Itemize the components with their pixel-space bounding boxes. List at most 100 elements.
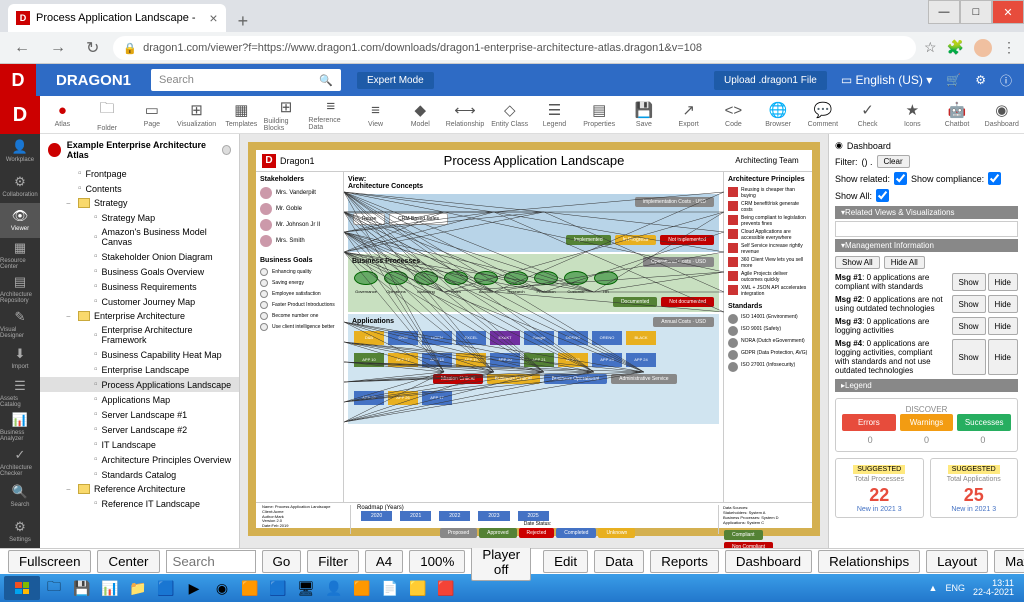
hide-button[interactable]: Hide xyxy=(988,339,1018,375)
tree-item[interactable]: ▫Customer Journey Map xyxy=(40,294,239,309)
tree-item[interactable]: ▫Standards Catalog xyxy=(40,467,239,482)
process[interactable]: Account xyxy=(472,269,500,294)
tree-item[interactable]: −Strategy xyxy=(40,196,239,210)
go-button[interactable]: Go xyxy=(262,550,302,573)
toolbar-chatbot[interactable]: 🤖Chatbot xyxy=(935,96,980,133)
close-button[interactable]: ✕ xyxy=(992,0,1024,24)
suggested-processes[interactable]: SUGGESTED Total Processes 22 New in 2021… xyxy=(835,458,924,518)
application[interactable]: APP 20 xyxy=(490,353,520,367)
show-button[interactable]: Show xyxy=(952,295,986,313)
toolbar-properties[interactable]: ▤Properties xyxy=(577,96,622,133)
application[interactable]: CRM xyxy=(388,331,418,345)
tree-item[interactable]: ▫Server Landscape #2 xyxy=(40,422,239,437)
toolbar-relationship[interactable]: ⟷Relationship xyxy=(443,96,488,133)
tree-item[interactable]: ▫Server Landscape #1 xyxy=(40,407,239,422)
reports-button[interactable]: Reports xyxy=(650,550,719,573)
tree-item[interactable]: ▫Enterprise Architecture Framework xyxy=(40,323,239,347)
toolbar-code[interactable]: <>Code xyxy=(711,96,756,133)
menu-icon[interactable]: ⋮ xyxy=(1002,39,1016,57)
show-all-button[interactable]: Show All xyxy=(835,256,880,269)
legend-header[interactable]: ▸ Legend xyxy=(835,379,1018,392)
nav-visual-designer[interactable]: ✎Visual Designer xyxy=(0,307,40,342)
toolbar-check[interactable]: ✓Check xyxy=(845,96,890,133)
goal[interactable]: Enhancing quality xyxy=(260,268,339,276)
goal[interactable]: Employee satisfaction xyxy=(260,290,339,298)
principle[interactable]: Cloud Applications are accessible everyw… xyxy=(728,229,808,241)
process[interactable]: HR xyxy=(592,269,620,294)
tree-item[interactable]: ▫Architecture Principles Overview xyxy=(40,452,239,467)
process[interactable]: Production xyxy=(532,269,560,294)
goal[interactable]: Become number one xyxy=(260,312,339,320)
toolbar-browser[interactable]: 🌐Browser xyxy=(756,96,801,133)
toolbar-export[interactable]: ↗Export xyxy=(666,96,711,133)
application[interactable]: D&B xyxy=(354,331,384,345)
nav-collaboration[interactable]: ⚙Collaboration xyxy=(0,169,40,204)
nav-business-analyzer[interactable]: 📊Business Analyzer xyxy=(0,410,40,445)
principle[interactable]: XML + JSON API accelerates integration xyxy=(728,285,808,297)
nav-settings[interactable]: ⚙Settings xyxy=(0,514,40,549)
application[interactable]: APP 10 xyxy=(354,353,384,367)
taskbar-app-icon[interactable]: 🟨 xyxy=(404,576,432,600)
nav-search[interactable]: 🔍Search xyxy=(0,479,40,514)
principle[interactable]: CRM benefit/risk generate costs xyxy=(728,201,808,213)
standard[interactable]: ISO 9001 (Safety) xyxy=(728,326,808,336)
tree-item[interactable]: ▫Applications Map xyxy=(40,392,239,407)
stakeholder[interactable]: Mr. Johnson Jr II xyxy=(260,219,339,231)
maximize-button[interactable]: □ xyxy=(960,0,992,24)
goal[interactable]: Faster Product Introductions xyxy=(260,301,339,309)
tree-item[interactable]: ▫Reference IT Landscape xyxy=(40,496,239,511)
clear-button[interactable]: Clear xyxy=(877,155,910,168)
nav-architecture-repository[interactable]: ▤Architecture Repository xyxy=(0,272,40,307)
standard[interactable]: ISO 27001 (Infosecurity) xyxy=(728,362,808,372)
application[interactable]: BLACK xyxy=(626,331,656,345)
toolbar-visualization[interactable]: ⊞Visualization xyxy=(174,96,219,133)
application[interactable]: APP 18 xyxy=(422,353,452,367)
principle[interactable]: Being compliant to legislation prevents … xyxy=(728,215,808,227)
nav-architecture-checker[interactable]: ✓Architecture Checker xyxy=(0,445,40,480)
tree-item[interactable]: ▫Amazon's Business Model Canvas xyxy=(40,225,239,249)
toolbar-model[interactable]: ◆Model xyxy=(398,96,443,133)
year[interactable]: 2022 xyxy=(439,511,470,521)
principle[interactable]: Reusing is cheaper than buying xyxy=(728,187,808,199)
taskbar-app-icon[interactable]: 💾 xyxy=(68,576,96,600)
toolbar-legend[interactable]: ☰Legend xyxy=(532,96,577,133)
process[interactable]: Governance xyxy=(352,269,380,294)
tree-item[interactable]: ▫Business Requirements xyxy=(40,279,239,294)
successes-button[interactable]: Successes xyxy=(957,414,1011,431)
application[interactable]: EXAKT xyxy=(490,331,520,345)
taskbar-app-icon[interactable]: 🟥 xyxy=(432,576,460,600)
related-views-input[interactable] xyxy=(835,221,1018,237)
minimize-button[interactable]: — xyxy=(928,0,960,24)
system-tray[interactable]: ▲ ENG 13:11 22-4-2021 xyxy=(929,579,1020,597)
search-icon[interactable]: 🔍 xyxy=(319,74,333,87)
goal[interactable]: Saving energy xyxy=(260,279,339,287)
relationships-button[interactable]: Relationships xyxy=(818,550,920,573)
standard[interactable]: NORA (Dutch eGovernment) xyxy=(728,338,808,348)
reload-button[interactable]: ↻ xyxy=(80,38,105,58)
upload-button[interactable]: Upload .dragon1 File xyxy=(714,71,827,90)
process[interactable]: Customer xyxy=(562,269,590,294)
hide-all-button[interactable]: Hide All xyxy=(884,256,925,269)
show-compliance-checkbox[interactable] xyxy=(988,172,1001,185)
application[interactable]: APP 17 xyxy=(422,391,452,405)
tray-lang[interactable]: ENG xyxy=(945,583,965,593)
taskbar-app-icon[interactable]: 🟦 xyxy=(152,576,180,600)
application[interactable]: EXCEL xyxy=(456,331,486,345)
application[interactable]: APP 19 xyxy=(456,353,486,367)
tree-item[interactable]: ▫Strategy Map xyxy=(40,210,239,225)
forward-button[interactable]: → xyxy=(44,39,72,57)
fullscreen-button[interactable]: Fullscreen xyxy=(8,550,91,573)
browser-tab[interactable]: D Process Application Landscape - × xyxy=(8,4,226,32)
warnings-button[interactable]: Warnings xyxy=(900,414,954,431)
toolbar-icons[interactable]: ★Icons xyxy=(890,96,935,133)
taskbar-app-icon[interactable]: 🗀 xyxy=(40,576,68,600)
taskbar-app-icon[interactable]: 🟧 xyxy=(348,576,376,600)
tree-options-icon[interactable] xyxy=(222,145,231,155)
tray-icon[interactable]: ▲ xyxy=(929,583,938,593)
show-button[interactable]: Show xyxy=(952,339,986,375)
tree-item[interactable]: −Enterprise Architecture xyxy=(40,309,239,323)
profile-avatar[interactable] xyxy=(974,39,992,57)
app-logo[interactable]: D xyxy=(0,64,36,96)
tab-close-icon[interactable]: × xyxy=(209,10,217,26)
application[interactable]: APP 24 xyxy=(626,353,656,367)
